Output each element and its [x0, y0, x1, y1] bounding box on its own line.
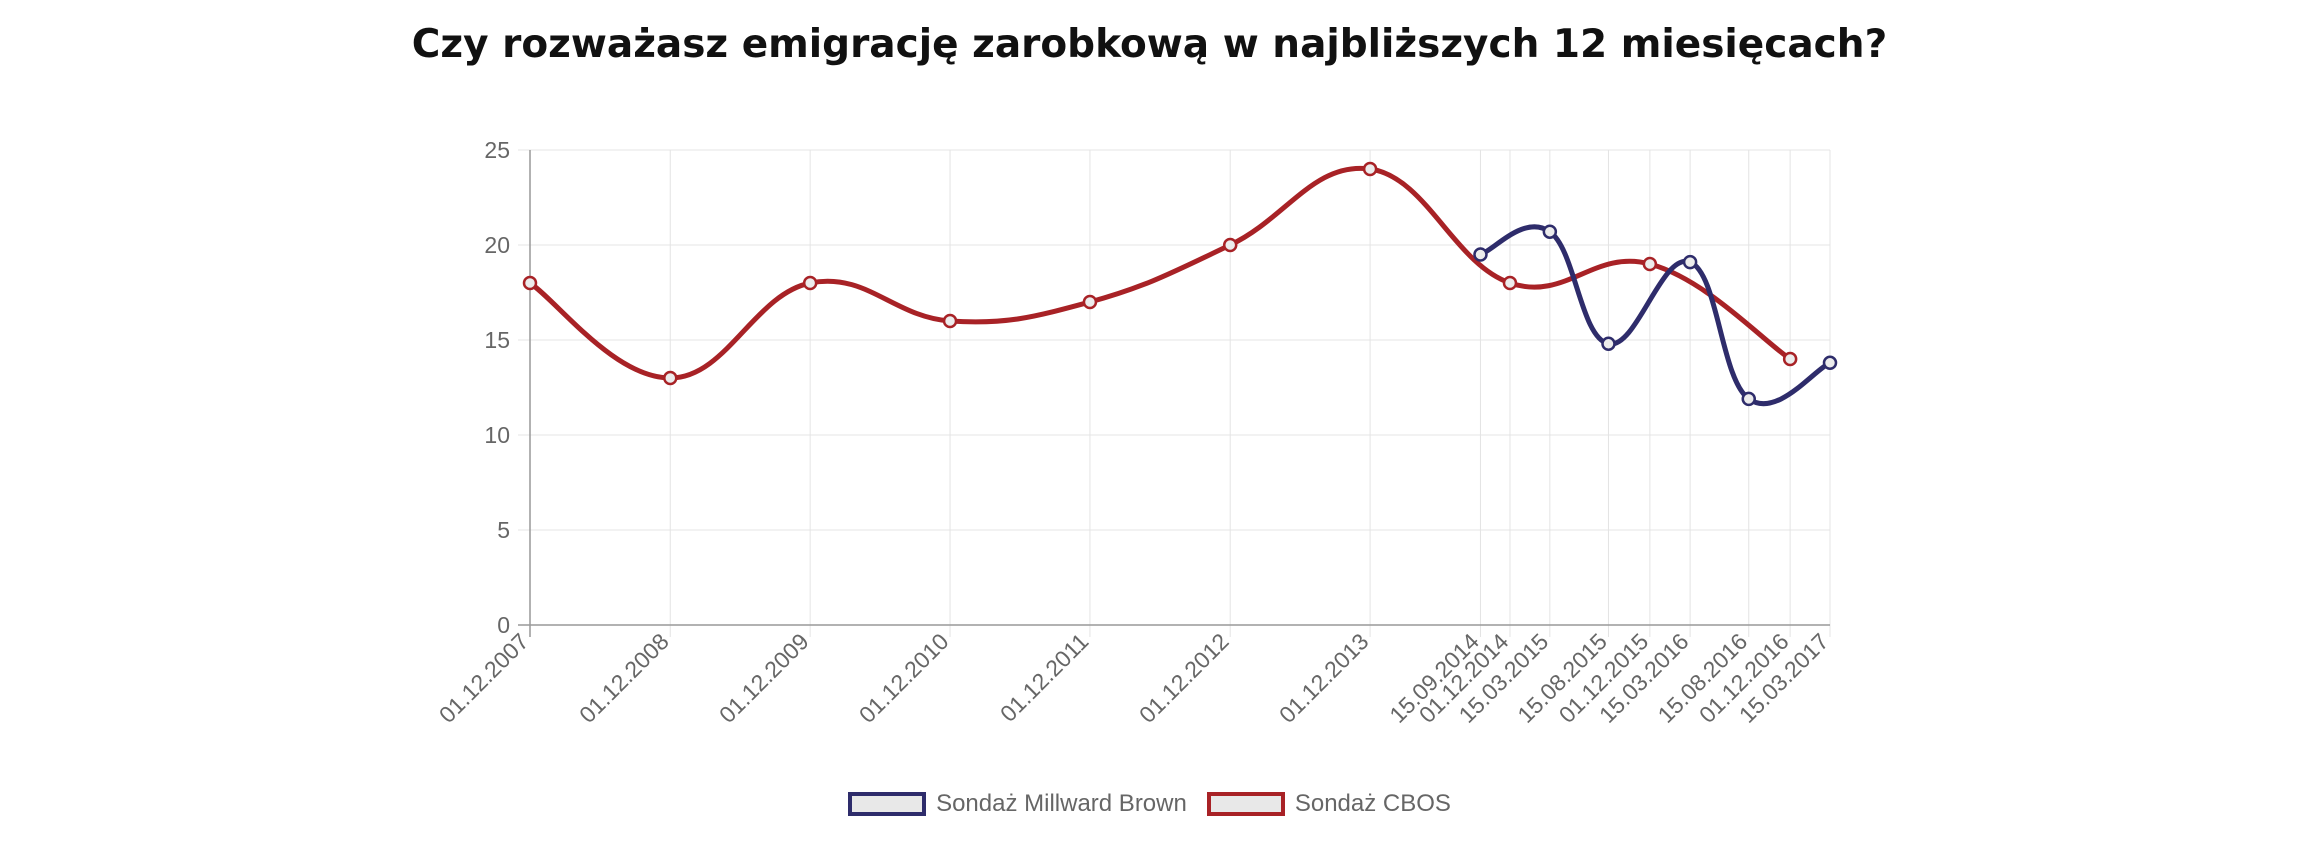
- legend-item-millward-brown[interactable]: Sondaż Millward Brown: [848, 790, 1187, 818]
- y-tick-label: 5: [497, 517, 510, 543]
- y-tick-label: 20: [484, 232, 510, 258]
- data-point-cbos: [942, 313, 958, 329]
- tick-labels: 0 5 10 15 20 25 01.12.2007 01.12.2008 01.12.2009…: [434, 137, 1834, 728]
- series-lines: [522, 161, 1838, 407]
- series-line-cbos: [527, 165, 1793, 381]
- y-tick-label: 0: [497, 612, 510, 638]
- y-tick-label: 25: [484, 137, 510, 163]
- data-point-cbos: [663, 370, 678, 386]
- data-point-millward-brown: [1601, 336, 1616, 352]
- data-point-millward-brown: [1682, 254, 1698, 270]
- y-tick-label: 15: [484, 327, 510, 353]
- data-point-cbos: [802, 275, 818, 291]
- data-point-cbos: [522, 275, 538, 291]
- x-tick-label: 01.12.2008: [574, 628, 674, 728]
- x-tick-label: 01.12.2010: [854, 628, 954, 728]
- data-point-cbos: [1782, 351, 1798, 367]
- legend-swatch: [848, 792, 927, 816]
- grid: [518, 149, 1831, 637]
- data-point-cbos: [1642, 256, 1658, 272]
- legend: Sondaż Millward Brown Sondaż CBOS: [0, 790, 2299, 818]
- legend-swatch: [1206, 792, 1285, 816]
- legend-label: Sondaż Millward Brown: [936, 790, 1187, 817]
- data-point-millward-brown: [1473, 247, 1488, 262]
- legend-label: Sondaż CBOS: [1294, 790, 1451, 817]
- data-point-millward-brown: [1741, 391, 1756, 407]
- data-point-millward-brown: [1822, 355, 1838, 371]
- x-tick-label: 01.12.2007: [434, 628, 534, 728]
- y-tick-label: 10: [484, 422, 510, 448]
- data-point-millward-brown: [1542, 224, 1558, 239]
- chart-title: Czy rozważasz emigrację zarobkową w najb…: [411, 22, 1888, 67]
- data-point-cbos: [1502, 275, 1518, 291]
- x-tick-label: 01.12.2011: [995, 628, 1094, 727]
- axes: [518, 150, 1830, 637]
- series-line-millward-brown: [1477, 224, 1833, 407]
- x-tick-label: 01.12.2012: [1134, 628, 1234, 728]
- data-point-cbos: [1362, 161, 1378, 177]
- data-point-cbos: [1222, 237, 1238, 253]
- data-point-cbos: [1082, 294, 1098, 310]
- x-tick-label: 01.12.2013: [1274, 628, 1374, 728]
- x-tick-label: 01.12.2009: [714, 628, 814, 728]
- legend-item-cbos[interactable]: Sondaż CBOS: [1206, 790, 1451, 818]
